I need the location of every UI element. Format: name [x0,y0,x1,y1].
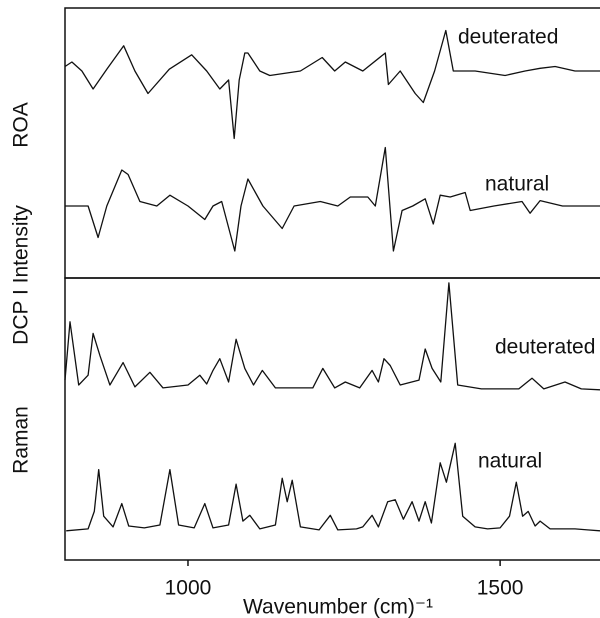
series-label: natural [478,450,542,473]
panel-label: ROA [10,102,33,148]
x-tick-label: 1500 [477,577,524,600]
spectrum-line [65,146,600,252]
panel-label: Raman [10,406,33,474]
series-label: natural [485,173,549,196]
y-axis-label: DCP I Intensity [10,205,33,345]
series-label: deuterated [458,26,558,49]
series-label: deuterated [495,336,595,359]
spectrum-line [66,442,600,532]
x-axis-label: Wavenumber (cm)⁻¹ [243,596,433,618]
spectrum-line [64,282,600,391]
panel-frame [64,277,600,561]
x-tick-label: 1000 [165,577,212,600]
spectrum-line [64,29,600,140]
